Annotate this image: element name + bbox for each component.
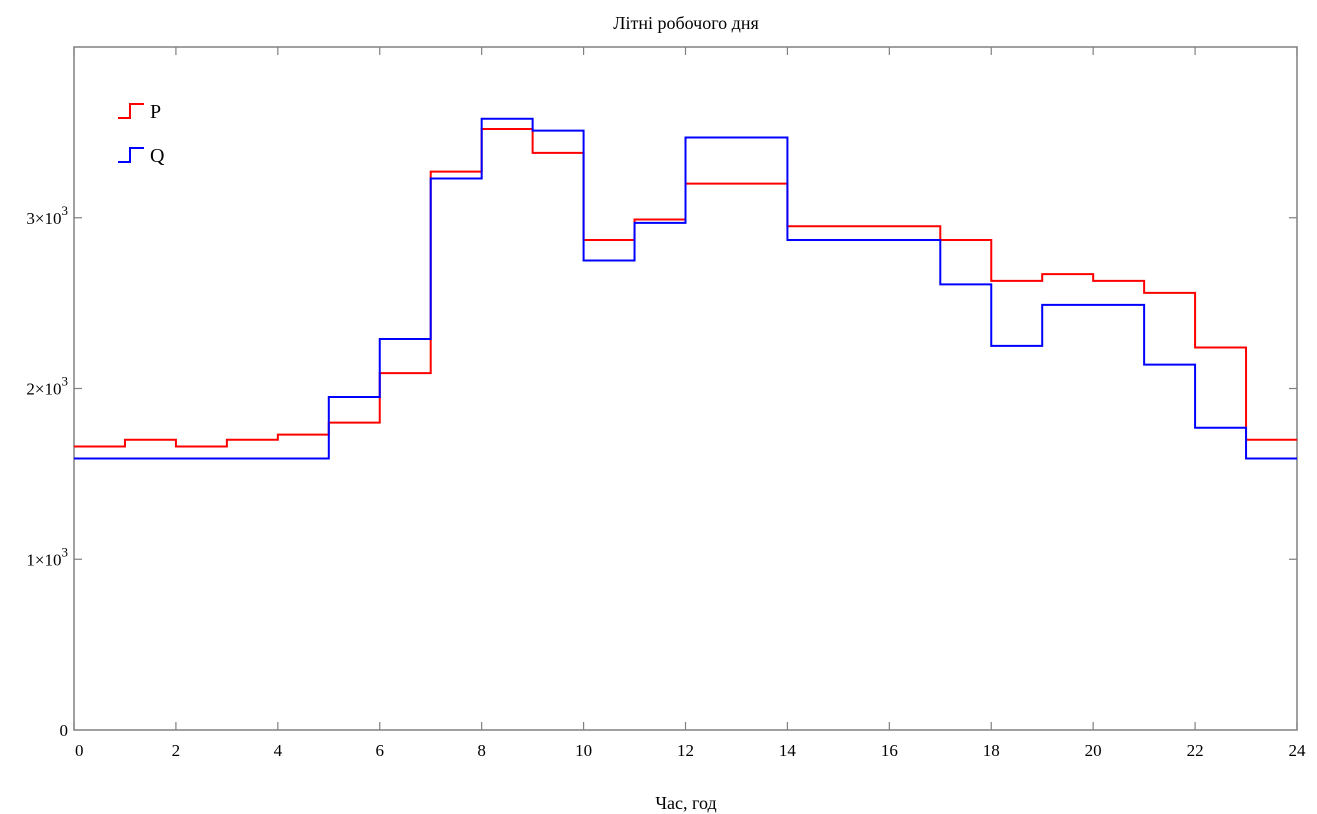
- x-tick-label: 6: [376, 741, 385, 760]
- legend-label-Q: Q: [150, 145, 165, 167]
- y-tick-label: 1×103: [26, 544, 68, 569]
- chart-title: Літні робочого дня: [613, 13, 758, 33]
- x-tick-label: 0: [75, 741, 84, 760]
- legend-swatch-Q: [118, 147, 144, 163]
- x-tick-label: 10: [575, 741, 592, 760]
- y-tick-label: 3×103: [26, 203, 68, 228]
- series-line-P: [74, 127, 1297, 448]
- x-tick-label: 20: [1085, 741, 1102, 760]
- legend: PQ: [118, 101, 165, 167]
- x-tick-label: 14: [779, 741, 797, 760]
- y-tick-label: 2×103: [26, 374, 68, 399]
- x-axis-label: Час, год: [655, 793, 716, 813]
- x-tick-label: 18: [983, 741, 1000, 760]
- x-tick-label: 22: [1187, 741, 1204, 760]
- series-layer: [74, 117, 1297, 460]
- series-line-Q: [74, 117, 1297, 460]
- x-tick-label: 2: [172, 741, 181, 760]
- y-tick-label: 0: [60, 721, 69, 740]
- x-tick-label: 16: [881, 741, 898, 760]
- legend-swatch-P: [118, 103, 144, 119]
- x-tick-label: 24: [1289, 741, 1307, 760]
- x-tick-label: 4: [274, 741, 283, 760]
- x-tick-label: 12: [677, 741, 694, 760]
- legend-label-P: P: [150, 101, 161, 123]
- x-tick-label: 8: [477, 741, 486, 760]
